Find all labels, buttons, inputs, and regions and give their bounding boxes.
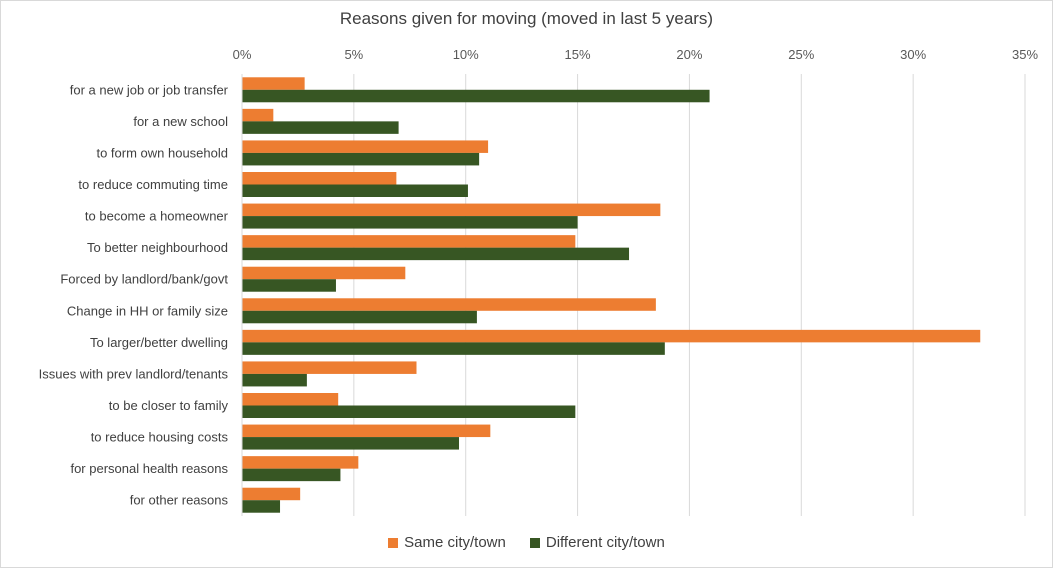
bar-different-city [242, 468, 341, 482]
bar-different-city [242, 152, 480, 166]
category-label: Issues with prev landlord/tenants [39, 366, 229, 381]
category-label: for other reasons [130, 493, 229, 508]
legend-swatch-same-city [388, 537, 399, 548]
bar-same-city [242, 203, 661, 217]
bar-different-city [242, 342, 665, 355]
category-label: Change in HH or family size [67, 303, 228, 318]
x-tick-label: 30% [900, 47, 926, 62]
x-tick-label: 0% [233, 47, 252, 62]
x-tick-label: 20% [676, 47, 702, 62]
legend-label-different-city: Different city/town [545, 534, 665, 551]
bar-same-city [242, 361, 417, 374]
category-label: to become a homeowner [85, 209, 229, 224]
bar-same-city [242, 77, 305, 90]
bar-different-city [242, 216, 578, 229]
bar-different-city [242, 279, 336, 292]
bar-different-city [242, 247, 630, 261]
legend-label-same-city: Same city/town [404, 534, 506, 551]
bar-different-city [242, 500, 281, 513]
bar-same-city [242, 487, 301, 501]
category-label: for personal health reasons [70, 461, 228, 476]
x-tick-label: 35% [1012, 47, 1038, 62]
legend-swatch-different-city [529, 537, 540, 548]
chart-title: Reasons given for moving (moved in last … [339, 9, 714, 28]
category-label: to form own household [96, 145, 228, 160]
category-label: To larger/better dwelling [90, 335, 228, 350]
bar-same-city [242, 108, 274, 122]
bar-same-city [242, 298, 656, 311]
bar-different-city [242, 405, 576, 418]
x-tick-label: 5% [344, 47, 363, 62]
x-tick-label: 10% [453, 47, 479, 62]
bar-same-city [242, 266, 406, 280]
category-label: for a new school [133, 114, 228, 129]
category-label: Forced by landlord/bank/govt [60, 272, 228, 287]
bar-same-city [242, 172, 397, 185]
category-label: for a new job or job transfer [70, 82, 229, 97]
category-label: to reduce housing costs [91, 430, 229, 445]
bar-different-city [242, 310, 477, 324]
bar-same-city [242, 140, 489, 153]
bar-different-city [242, 437, 460, 450]
bar-same-city [242, 456, 359, 469]
legend-item-different-city: Different city/town [529, 534, 665, 551]
legend-item-same-city: Same city/town [388, 534, 506, 551]
gridlines [353, 74, 1026, 516]
bar-same-city [242, 393, 339, 406]
bar-different-city [242, 373, 307, 387]
legend: Same city/town Different city/town [0, 534, 1053, 551]
x-tick-label: 25% [788, 47, 814, 62]
x-tick-label: 15% [565, 47, 591, 62]
bar-same-city [242, 424, 491, 438]
x-axis-ticks: 0% 5% 10% 15% 20% 25% 30% 35% [233, 47, 1039, 62]
bar-same-city [242, 329, 981, 343]
category-labels: for a new job or job transfer for a new s… [39, 82, 229, 507]
bar-different-city [242, 89, 710, 103]
bar-same-city [242, 235, 576, 248]
category-label: To better neighbourhood [87, 240, 228, 255]
category-label: to be closer to family [109, 398, 229, 413]
bars [242, 77, 981, 513]
category-label: to reduce commuting time [78, 177, 228, 192]
bar-different-city [242, 184, 468, 197]
bar-different-city [242, 121, 399, 134]
